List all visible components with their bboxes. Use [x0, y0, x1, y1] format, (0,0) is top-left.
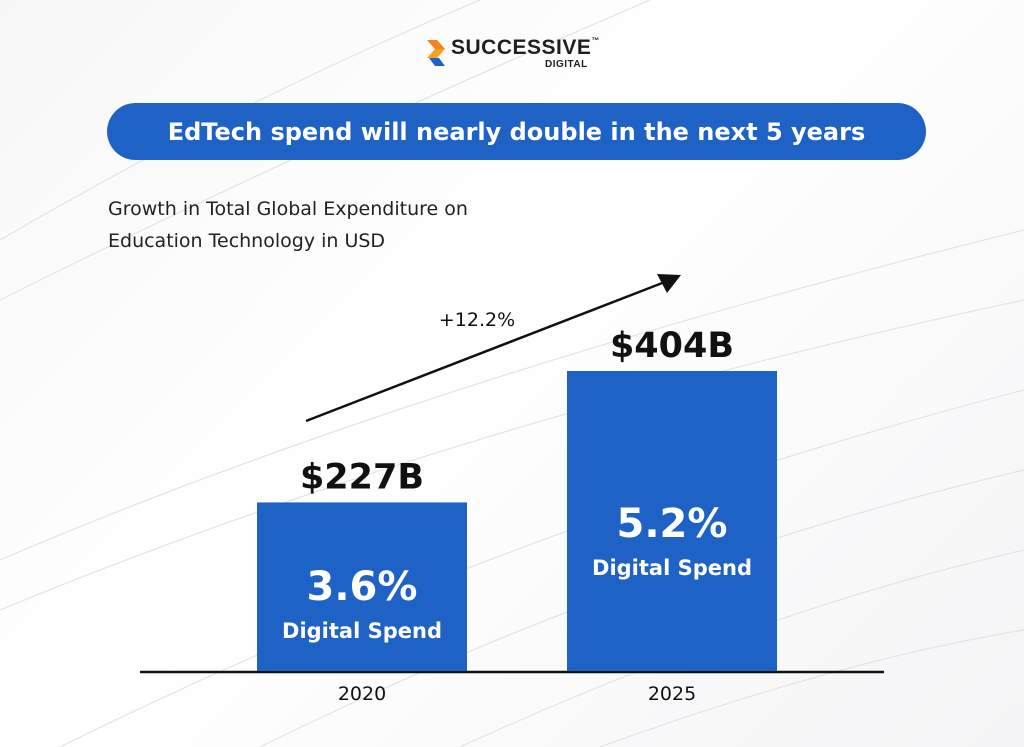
growth-arrow-head	[657, 274, 681, 293]
bar-2020	[257, 502, 467, 671]
logo-mark-icon	[427, 40, 445, 66]
x-tick-label-2025: 2025	[648, 683, 696, 705]
digital-label-2020: Digital Spend	[282, 619, 442, 643]
headline-text: EdTech spend will nearly double in the n…	[167, 117, 866, 146]
chart-subtitle: Growth in Total Global Expenditure on Ed…	[108, 193, 628, 257]
subtitle-line-1: Growth in Total Global Expenditure on	[108, 198, 468, 220]
growth-arrow	[305, 278, 672, 423]
digital-label-2025: Digital Spend	[592, 556, 752, 580]
brand-logo: SUCCESSIVE™ DIGITAL	[425, 36, 605, 76]
value-label-2020: $227B	[300, 457, 424, 497]
digital-share-2020: 3.6%	[307, 564, 418, 610]
brand-sub: DIGITAL	[545, 59, 588, 70]
growth-annotation: +12.2%	[439, 309, 515, 331]
headline-banner: EdTech spend will nearly double in the n…	[107, 103, 926, 160]
brand-name: SUCCESSIVE	[451, 36, 592, 59]
subtitle-line-2: Education Technology in USD	[108, 230, 386, 252]
bar-2025	[567, 371, 777, 671]
value-label-2025: $404B	[610, 326, 734, 366]
brand-tm: ™	[591, 36, 600, 45]
digital-share-2025: 5.2%	[617, 501, 728, 547]
x-tick-label-2020: 2020	[338, 683, 386, 705]
